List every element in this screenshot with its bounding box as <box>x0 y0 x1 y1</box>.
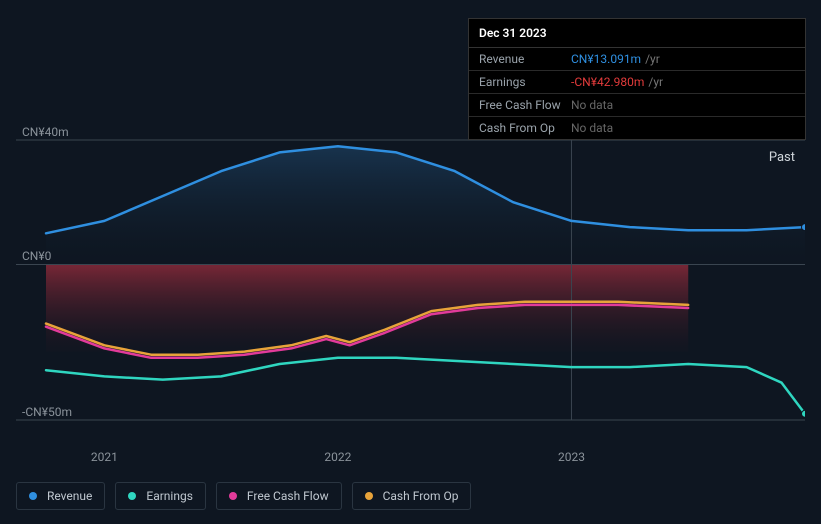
tooltip-value: No data <box>571 98 613 112</box>
x-axis-label: 2022 <box>324 450 351 464</box>
legend-label: Free Cash Flow <box>247 489 329 503</box>
legend-dot-icon <box>29 492 37 500</box>
legend-item-cfo[interactable]: Cash From Op <box>352 482 472 510</box>
y-axis-label: CN¥40m <box>22 125 69 139</box>
tooltip-row: Cash From Op No data <box>469 117 805 139</box>
tooltip-value: No data <box>571 121 613 135</box>
tooltip-row: Free Cash Flow No data <box>469 94 805 117</box>
legend-item-fcf[interactable]: Free Cash Flow <box>216 482 342 510</box>
y-axis-label: -CN¥50m <box>22 405 72 419</box>
legend-item-revenue[interactable]: Revenue <box>16 482 105 510</box>
tooltip-suffix: /yr <box>645 52 660 66</box>
tooltip-value: -CN¥42.980m <box>571 75 644 89</box>
past-label: Past <box>769 150 795 165</box>
tooltip-row: Revenue CN¥13.091m /yr <box>469 48 805 71</box>
legend-dot-icon <box>128 492 136 500</box>
tooltip-label: Free Cash Flow <box>479 98 571 112</box>
y-axis-label: CN¥0 <box>22 249 51 263</box>
tooltip-label: Revenue <box>479 52 571 66</box>
legend-label: Revenue <box>47 489 92 503</box>
legend-dot-icon <box>229 492 237 500</box>
legend: Revenue Earnings Free Cash Flow Cash From O… <box>16 482 471 510</box>
x-axis-label: 2021 <box>91 450 118 464</box>
legend-label: Earnings <box>146 489 193 503</box>
tooltip-label: Earnings <box>479 75 571 89</box>
legend-label: Cash From Op <box>383 489 459 503</box>
tooltip-suffix: /yr <box>648 75 663 89</box>
tooltip-label: Cash From Op <box>479 121 571 135</box>
tooltip-row: Earnings -CN¥42.980m /yr <box>469 71 805 94</box>
x-axis-label: 2023 <box>558 450 585 464</box>
legend-item-earnings[interactable]: Earnings <box>115 482 206 510</box>
legend-dot-icon <box>365 492 373 500</box>
tooltip-date: Dec 31 2023 <box>469 19 805 48</box>
chart-svg <box>16 120 805 440</box>
tooltip-value: CN¥13.091m <box>571 52 641 66</box>
tooltip: Dec 31 2023 Revenue CN¥13.091m /yr Earni… <box>468 18 806 140</box>
chart-area[interactable]: Past CN¥40mCN¥0-CN¥50m 202120222023 <box>16 120 805 450</box>
